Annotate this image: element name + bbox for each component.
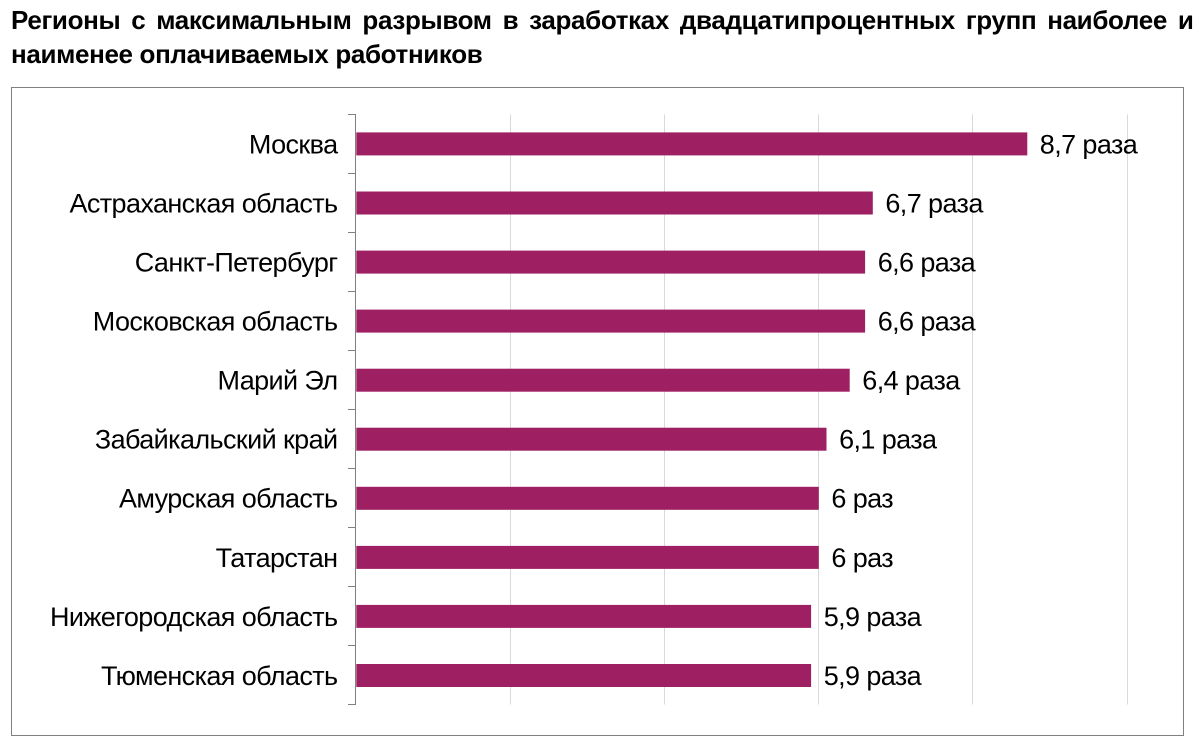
- svg-text:Марий Эл: Марий Эл: [218, 366, 338, 396]
- svg-text:Амурская область: Амурская область: [119, 484, 338, 514]
- svg-text:5,9 раза: 5,9 раза: [824, 661, 923, 691]
- svg-text:Московская область: Московская область: [93, 307, 338, 337]
- svg-text:6,6 раза: 6,6 раза: [878, 248, 977, 278]
- svg-text:6,7 раза: 6,7 раза: [885, 189, 984, 219]
- svg-text:6 раз: 6 раз: [831, 543, 893, 573]
- svg-text:6 раз: 6 раз: [831, 484, 893, 514]
- svg-text:6,6 раза: 6,6 раза: [878, 307, 977, 337]
- svg-text:Астраханская область: Астраханская область: [69, 189, 337, 219]
- svg-text:Санкт-Петербург: Санкт-Петербург: [135, 248, 339, 278]
- svg-text:Забайкальский край: Забайкальский край: [95, 425, 338, 455]
- svg-text:5,9 раза: 5,9 раза: [824, 602, 923, 632]
- svg-text:6,1 раза: 6,1 раза: [839, 425, 938, 455]
- svg-text:6,4 раза: 6,4 раза: [862, 366, 961, 396]
- svg-text:Москва: Москва: [249, 129, 339, 159]
- svg-text:8,7 раза: 8,7 раза: [1040, 129, 1139, 159]
- svg-text:Татарстан: Татарстан: [216, 543, 338, 573]
- svg-text:Нижегородская область: Нижегородская область: [50, 602, 338, 632]
- svg-text:Тюменская область: Тюменская область: [101, 661, 338, 691]
